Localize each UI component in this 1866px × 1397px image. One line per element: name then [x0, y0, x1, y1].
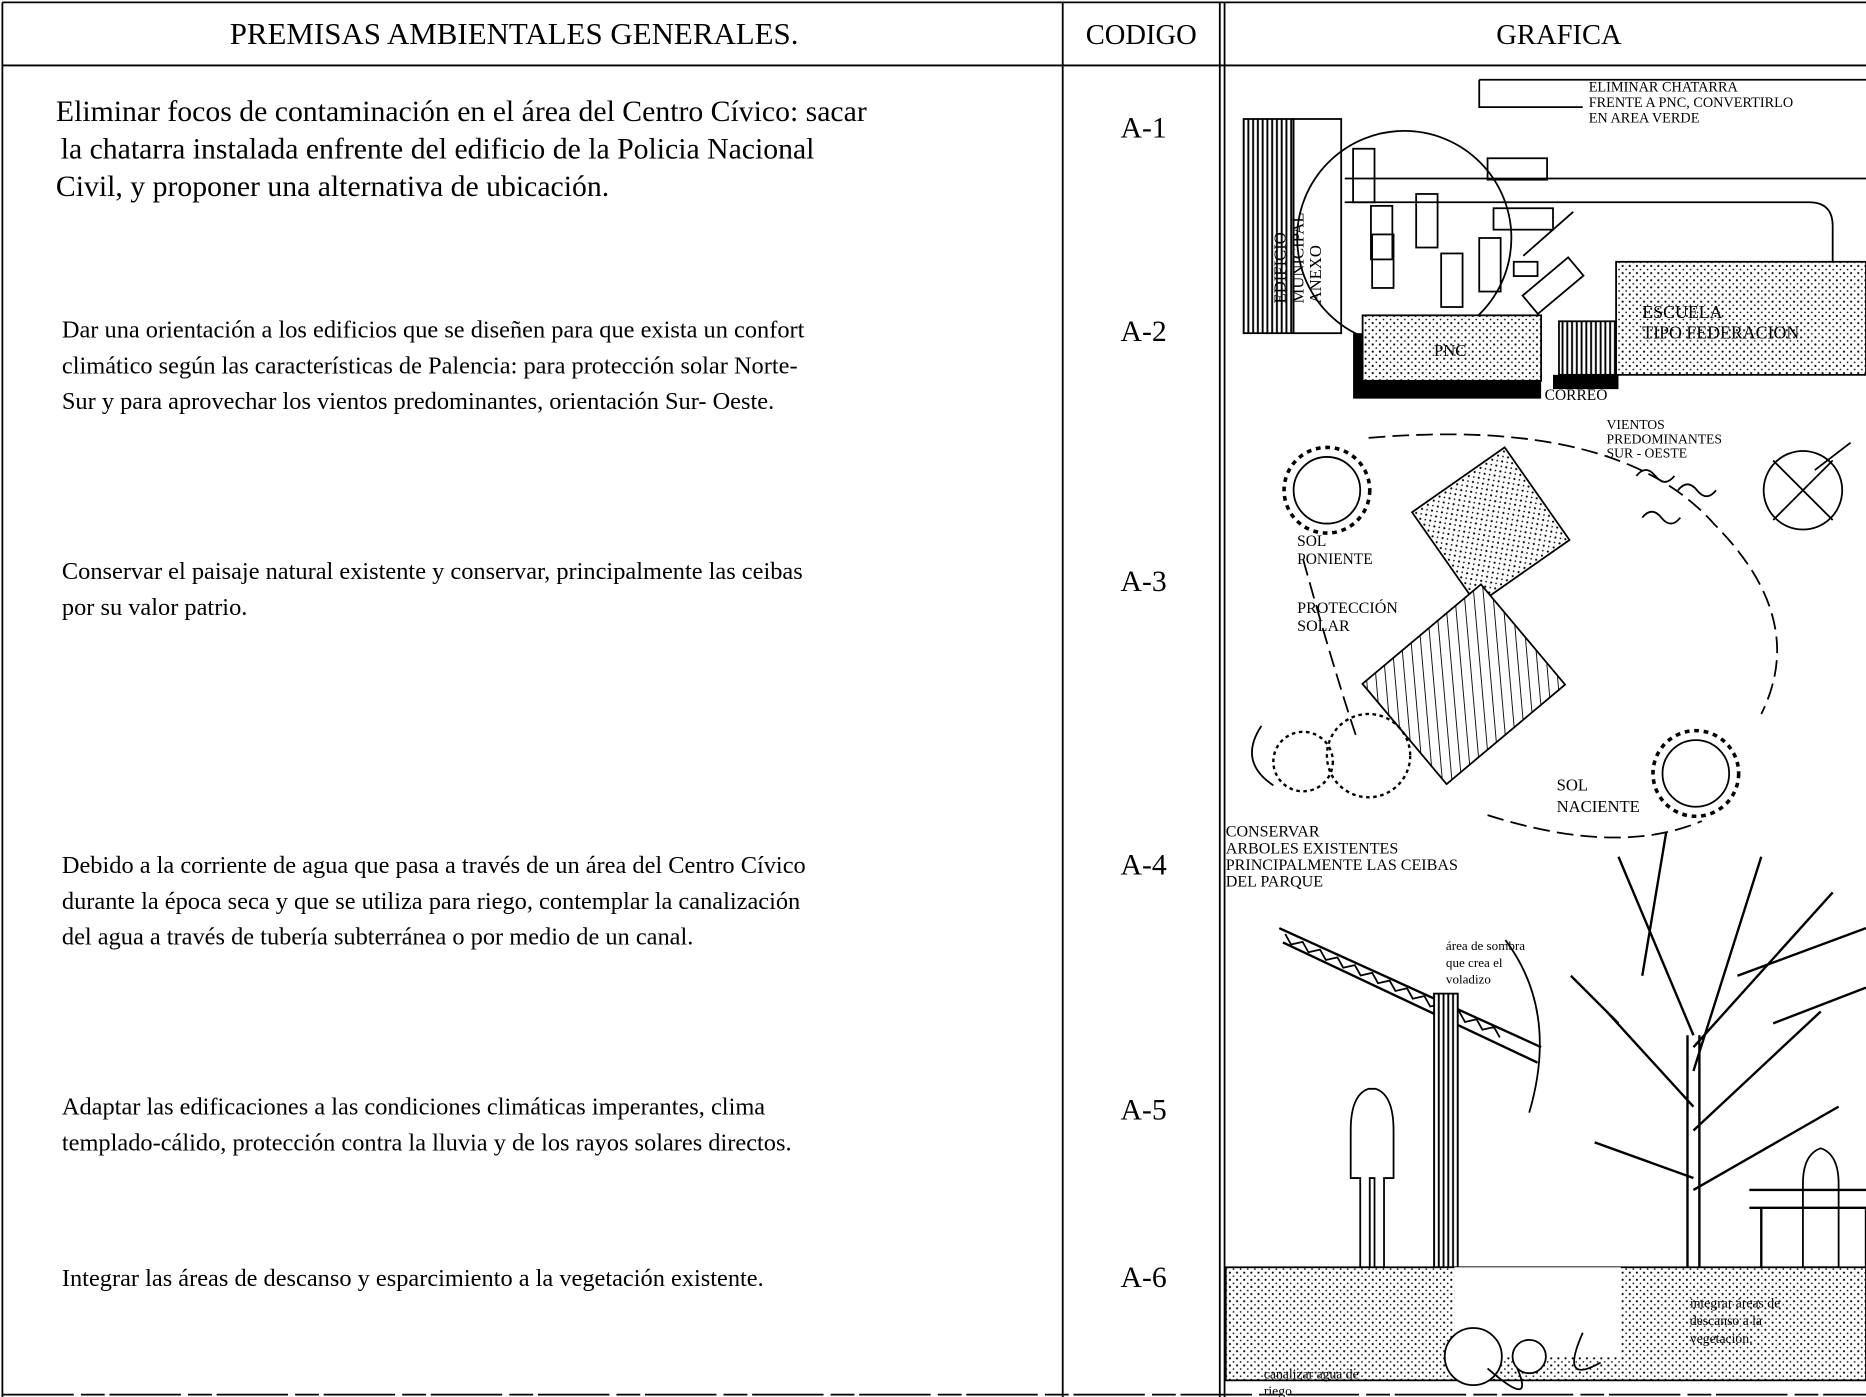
graphic-label: ARBOLES EXISTENTES [1226, 840, 1399, 857]
graphic-label: EN AREA VERDE [1589, 110, 1700, 126]
graphic-label: canalizar agua de [1264, 1367, 1359, 1382]
graphic-label: SOL [1557, 775, 1588, 794]
graphic-label: voladizo [1446, 972, 1491, 987]
graphic-label: PROTECCIÓN [1297, 598, 1398, 617]
graphic-label: NACIENTE [1557, 797, 1640, 816]
graphic-label: TIPO FEDERACION [1642, 322, 1799, 342]
orientation-diagram [1251, 433, 1852, 839]
premise-text: climático según las características de P… [62, 352, 798, 379]
premise-text: templado-cálido, protección contra la ll… [62, 1129, 792, 1156]
graphic-label: VIENTOS [1607, 417, 1665, 432]
section-drawing [1224, 832, 1866, 1391]
code: A-6 [1121, 1261, 1167, 1294]
graphic-label: PNC [1434, 341, 1466, 360]
graphic-label: vegetación. [1690, 1331, 1753, 1346]
premise-text: durante la época seca y que se utiliza p… [62, 888, 800, 915]
premise-text: por su valor patrio. [62, 594, 247, 621]
graphic-label: que crea el [1446, 955, 1503, 970]
premise-text: Eliminar focos de contaminación en el ár… [56, 95, 867, 128]
header-title: PREMISAS AMBIENTALES GENERALES. [230, 16, 799, 51]
graphic-label: SUR - OESTE [1607, 446, 1688, 461]
graphic-label: riego [1264, 1383, 1292, 1397]
graphic-label: área de sombra [1446, 938, 1525, 953]
premise-text: Debido a la corriente de agua que pasa a… [62, 852, 806, 879]
code: A-5 [1121, 1093, 1167, 1126]
header-code: CODIGO [1086, 20, 1197, 51]
premise-text: Adaptar las edificaciones a las condicio… [62, 1094, 765, 1121]
premise-text: Sur y para aprovechar los vientos predom… [62, 388, 774, 415]
graphic-label: ANEXO [1306, 245, 1325, 303]
graphic-label: ELIMINAR CHATARRA [1589, 79, 1739, 95]
graphic-label: DEL PARQUE [1226, 874, 1323, 891]
graphic-label: descanso a la [1690, 1313, 1762, 1328]
graphic-label: FRENTE A PNC, CONVERTIRLO [1589, 95, 1793, 111]
premise-text: Civil, y proponer una alternativa de ubi… [56, 170, 609, 203]
graphic-label: PRINCIPALMENTE LAS CEIBAS [1226, 857, 1458, 874]
code: A-3 [1121, 565, 1167, 598]
site-plan [1242, 78, 1866, 399]
code: A-1 [1121, 112, 1167, 145]
graphic-label: ESCUELA [1642, 302, 1722, 322]
premise-text: del agua a través de tubería subterránea… [62, 923, 693, 950]
graphic-label: integrar áreas de [1690, 1295, 1780, 1310]
premise-text: Integrar las áreas de descanso y esparci… [62, 1265, 764, 1292]
code: A-2 [1121, 315, 1167, 348]
premise-text: Conservar el paisaje natural existente y… [62, 558, 803, 585]
graphic-label: SOL [1297, 533, 1326, 550]
graphic-label: CORREO [1545, 387, 1608, 404]
code: A-4 [1121, 848, 1167, 881]
graphic-label: EDIFICIO [1271, 232, 1290, 303]
graphic-label: MUNICIPAL [1288, 212, 1307, 303]
graphic-label: SOLAR [1297, 618, 1350, 635]
premise-text: la chatarra instalada enfrente del edifi… [61, 133, 815, 166]
graphic-label: CONSERVAR [1226, 824, 1320, 841]
header-graphic: GRAFICA [1496, 20, 1622, 51]
premise-text: Dar una orientación a los edificios que … [62, 317, 805, 344]
graphic-label: PREDOMINANTES [1607, 431, 1722, 446]
graphic-label: PONIENTE [1297, 551, 1373, 568]
